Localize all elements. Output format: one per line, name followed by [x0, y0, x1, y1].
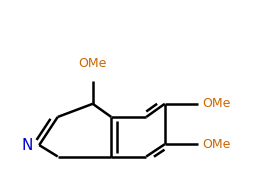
Text: OMe: OMe [203, 97, 231, 110]
Text: OMe: OMe [203, 138, 231, 151]
Text: N: N [22, 138, 33, 153]
Text: OMe: OMe [79, 57, 107, 70]
